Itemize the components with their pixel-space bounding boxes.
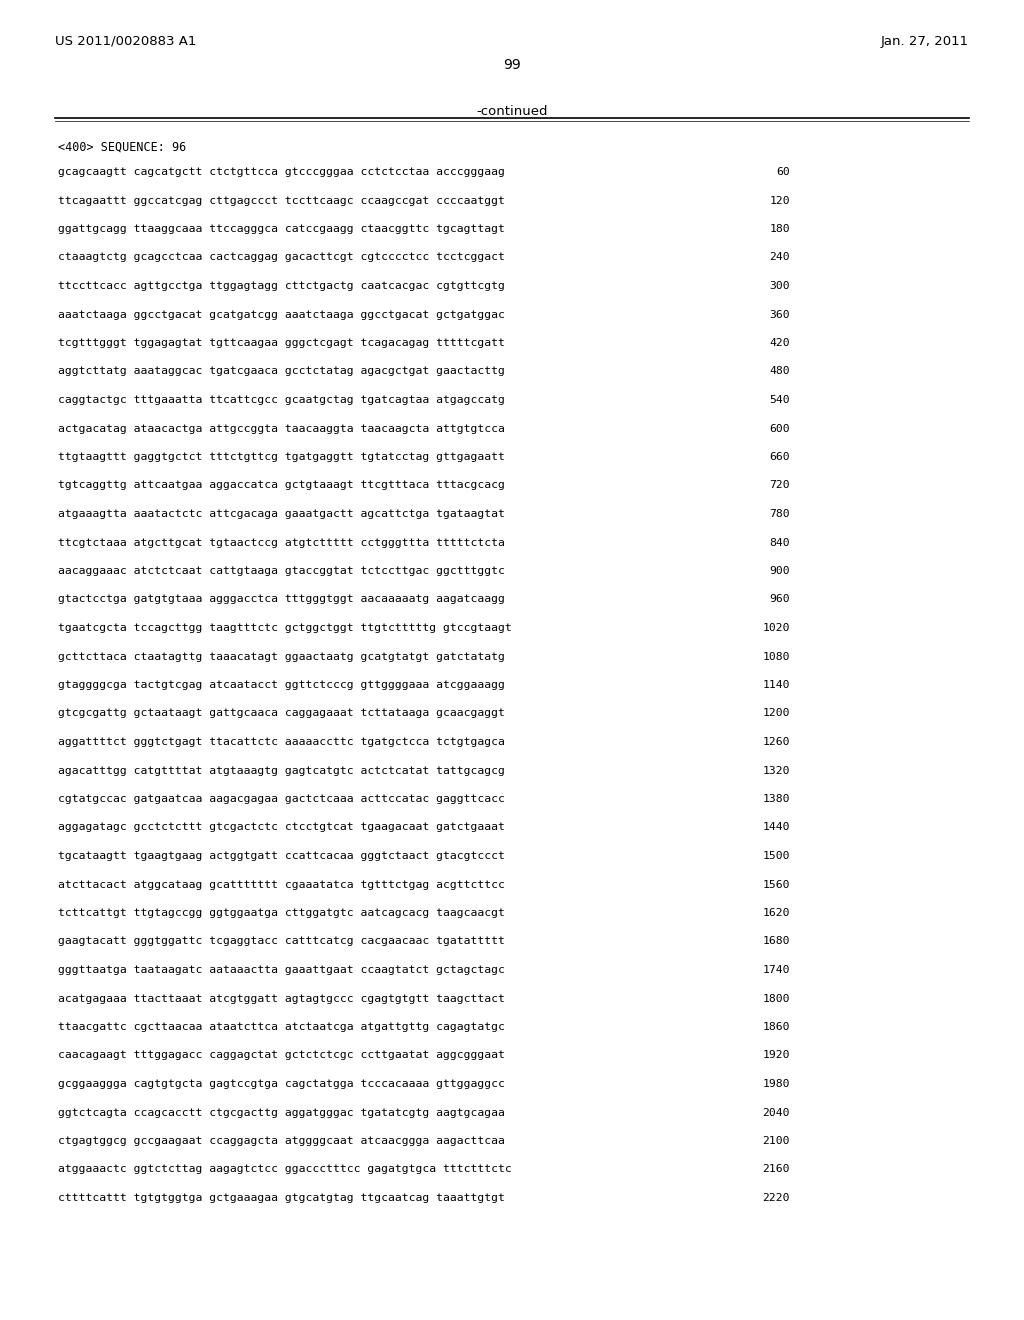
- Text: 1680: 1680: [763, 936, 790, 946]
- Text: cttttcattt tgtgtggtga gctgaaagaa gtgcatgtag ttgcaatcag taaattgtgt: cttttcattt tgtgtggtga gctgaaagaa gtgcatg…: [58, 1193, 505, 1203]
- Text: 1560: 1560: [763, 879, 790, 890]
- Text: 1080: 1080: [763, 652, 790, 661]
- Text: 300: 300: [769, 281, 790, 290]
- Text: tcttcattgt ttgtagccgg ggtggaatga cttggatgtc aatcagcacg taagcaacgt: tcttcattgt ttgtagccgg ggtggaatga cttggat…: [58, 908, 505, 917]
- Text: 840: 840: [769, 537, 790, 548]
- Text: 2100: 2100: [763, 1137, 790, 1146]
- Text: 1260: 1260: [763, 737, 790, 747]
- Text: cgtatgccac gatgaatcaa aagacgagaa gactctcaaa acttccatac gaggttcacc: cgtatgccac gatgaatcaa aagacgagaa gactctc…: [58, 795, 505, 804]
- Text: gaagtacatt gggtggattc tcgaggtacc catttcatcg cacgaacaac tgatattttt: gaagtacatt gggtggattc tcgaggtacc catttca…: [58, 936, 505, 946]
- Text: gtactcctga gatgtgtaaa agggacctca tttgggtggt aacaaaaatg aagatcaagg: gtactcctga gatgtgtaaa agggacctca tttgggt…: [58, 594, 505, 605]
- Text: 720: 720: [769, 480, 790, 491]
- Text: 660: 660: [769, 451, 790, 462]
- Text: 1020: 1020: [763, 623, 790, 634]
- Text: 99: 99: [503, 58, 521, 73]
- Text: 420: 420: [769, 338, 790, 348]
- Text: aggtcttatg aaataggcac tgatcgaaca gcctctatag agacgctgat gaactacttg: aggtcttatg aaataggcac tgatcgaaca gcctcta…: [58, 367, 505, 376]
- Text: 1380: 1380: [763, 795, 790, 804]
- Text: gcttcttaca ctaatagttg taaacatagt ggaactaatg gcatgtatgt gatctatatg: gcttcttaca ctaatagttg taaacatagt ggaacta…: [58, 652, 505, 661]
- Text: 1740: 1740: [763, 965, 790, 975]
- Text: acatgagaaa ttacttaaat atcgtggatt agtagtgccc cgagtgtgtt taagcttact: acatgagaaa ttacttaaat atcgtggatt agtagtg…: [58, 994, 505, 1003]
- Text: aggagatagc gcctctcttt gtcgactctc ctcctgtcat tgaagacaat gatctgaaat: aggagatagc gcctctcttt gtcgactctc ctcctgt…: [58, 822, 505, 833]
- Text: caggtactgc tttgaaatta ttcattcgcc gcaatgctag tgatcagtaa atgagccatg: caggtactgc tttgaaatta ttcattcgcc gcaatgc…: [58, 395, 505, 405]
- Text: ttccttcacc agttgcctga ttggagtagg cttctgactg caatcacgac cgtgttcgtg: ttccttcacc agttgcctga ttggagtagg cttctga…: [58, 281, 505, 290]
- Text: 360: 360: [769, 309, 790, 319]
- Text: 960: 960: [769, 594, 790, 605]
- Text: 780: 780: [769, 510, 790, 519]
- Text: 60: 60: [776, 168, 790, 177]
- Text: -continued: -continued: [476, 106, 548, 117]
- Text: agacatttgg catgttttat atgtaaagtg gagtcatgtc actctcatat tattgcagcg: agacatttgg catgttttat atgtaaagtg gagtcat…: [58, 766, 505, 776]
- Text: 240: 240: [769, 252, 790, 263]
- Text: tcgtttgggt tggagagtat tgttcaagaa gggctcgagt tcagacagag tttttcgatt: tcgtttgggt tggagagtat tgttcaagaa gggctcg…: [58, 338, 505, 348]
- Text: 1500: 1500: [763, 851, 790, 861]
- Text: 540: 540: [769, 395, 790, 405]
- Text: atgaaagtta aaatactctc attcgacaga gaaatgactt agcattctga tgataagtat: atgaaagtta aaatactctc attcgacaga gaaatga…: [58, 510, 505, 519]
- Text: gtcgcgattg gctaataagt gattgcaaca caggagaaat tcttataaga gcaacgaggt: gtcgcgattg gctaataagt gattgcaaca caggaga…: [58, 709, 505, 718]
- Text: Jan. 27, 2011: Jan. 27, 2011: [881, 36, 969, 48]
- Text: actgacatag ataacactga attgccggta taacaaggta taacaagcta attgtgtcca: actgacatag ataacactga attgccggta taacaag…: [58, 424, 505, 433]
- Text: 2040: 2040: [763, 1107, 790, 1118]
- Text: gcggaaggga cagtgtgcta gagtccgtga cagctatgga tcccacaaaa gttggaggcc: gcggaaggga cagtgtgcta gagtccgtga cagctat…: [58, 1078, 505, 1089]
- Text: 1860: 1860: [763, 1022, 790, 1032]
- Text: aggattttct gggtctgagt ttacattctc aaaaaccttc tgatgctcca tctgtgagca: aggattttct gggtctgagt ttacattctc aaaaacc…: [58, 737, 505, 747]
- Text: atcttacact atggcataag gcattttttt cgaaatatca tgtttctgag acgttcttcc: atcttacact atggcataag gcattttttt cgaaata…: [58, 879, 505, 890]
- Text: 900: 900: [769, 566, 790, 576]
- Text: 1200: 1200: [763, 709, 790, 718]
- Text: aaatctaaga ggcctgacat gcatgatcgg aaatctaaga ggcctgacat gctgatggac: aaatctaaga ggcctgacat gcatgatcgg aaatcta…: [58, 309, 505, 319]
- Text: 480: 480: [769, 367, 790, 376]
- Text: caacagaagt tttggagacc caggagctat gctctctcgc ccttgaatat aggcgggaat: caacagaagt tttggagacc caggagctat gctctct…: [58, 1051, 505, 1060]
- Text: 1620: 1620: [763, 908, 790, 917]
- Text: 2220: 2220: [763, 1193, 790, 1203]
- Text: gcagcaagtt cagcatgctt ctctgttcca gtcccgggaa cctctcctaa acccgggaag: gcagcaagtt cagcatgctt ctctgttcca gtcccgg…: [58, 168, 505, 177]
- Text: ggtctcagta ccagcacctt ctgcgacttg aggatgggac tgatatcgtg aagtgcagaa: ggtctcagta ccagcacctt ctgcgacttg aggatgg…: [58, 1107, 505, 1118]
- Text: tgcataagtt tgaagtgaag actggtgatt ccattcacaa gggtctaact gtacgtccct: tgcataagtt tgaagtgaag actggtgatt ccattca…: [58, 851, 505, 861]
- Text: ggattgcagg ttaaggcaaa ttccagggca catccgaagg ctaacggttc tgcagttagt: ggattgcagg ttaaggcaaa ttccagggca catccga…: [58, 224, 505, 234]
- Text: ttaacgattc cgcttaacaa ataatcttca atctaatcga atgattgttg cagagtatgc: ttaacgattc cgcttaacaa ataatcttca atctaat…: [58, 1022, 505, 1032]
- Text: 1980: 1980: [763, 1078, 790, 1089]
- Text: ctgagtggcg gccgaagaat ccaggagcta atggggcaat atcaacggga aagacttcaa: ctgagtggcg gccgaagaat ccaggagcta atggggc…: [58, 1137, 505, 1146]
- Text: 1920: 1920: [763, 1051, 790, 1060]
- Text: 1140: 1140: [763, 680, 790, 690]
- Text: 1800: 1800: [763, 994, 790, 1003]
- Text: tgaatcgcta tccagcttgg taagtttctc gctggctggt ttgtctttttg gtccgtaagt: tgaatcgcta tccagcttgg taagtttctc gctggct…: [58, 623, 512, 634]
- Text: 1320: 1320: [763, 766, 790, 776]
- Text: <400> SEQUENCE: 96: <400> SEQUENCE: 96: [58, 141, 186, 154]
- Text: ttcagaattt ggccatcgag cttgagccct tccttcaagc ccaagccgat ccccaatggt: ttcagaattt ggccatcgag cttgagccct tccttca…: [58, 195, 505, 206]
- Text: ctaaagtctg gcagcctcaa cactcaggag gacacttcgt cgtcccctcc tcctcggact: ctaaagtctg gcagcctcaa cactcaggag gacactt…: [58, 252, 505, 263]
- Text: 2160: 2160: [763, 1164, 790, 1175]
- Text: aacaggaaac atctctcaat cattgtaaga gtaccggtat tctccttgac ggctttggtc: aacaggaaac atctctcaat cattgtaaga gtaccgg…: [58, 566, 505, 576]
- Text: 1440: 1440: [763, 822, 790, 833]
- Text: 180: 180: [769, 224, 790, 234]
- Text: ttgtaagttt gaggtgctct tttctgttcg tgatgaggtt tgtatcctag gttgagaatt: ttgtaagttt gaggtgctct tttctgttcg tgatgag…: [58, 451, 505, 462]
- Text: US 2011/0020883 A1: US 2011/0020883 A1: [55, 36, 197, 48]
- Text: 120: 120: [769, 195, 790, 206]
- Text: 600: 600: [769, 424, 790, 433]
- Text: gggttaatga taataagatc aataaactta gaaattgaat ccaagtatct gctagctagc: gggttaatga taataagatc aataaactta gaaattg…: [58, 965, 505, 975]
- Text: ttcgtctaaa atgcttgcat tgtaactccg atgtcttttt cctgggttta tttttctcta: ttcgtctaaa atgcttgcat tgtaactccg atgtctt…: [58, 537, 505, 548]
- Text: atggaaactc ggtctcttag aagagtctcc ggaccctttcc gagatgtgca tttctttctc: atggaaactc ggtctcttag aagagtctcc ggaccct…: [58, 1164, 512, 1175]
- Text: tgtcaggttg attcaatgaa aggaccatca gctgtaaagt ttcgtttaca tttacgcacg: tgtcaggttg attcaatgaa aggaccatca gctgtaa…: [58, 480, 505, 491]
- Text: gtaggggcga tactgtcgag atcaatacct ggttctcccg gttggggaaa atcggaaagg: gtaggggcga tactgtcgag atcaatacct ggttctc…: [58, 680, 505, 690]
